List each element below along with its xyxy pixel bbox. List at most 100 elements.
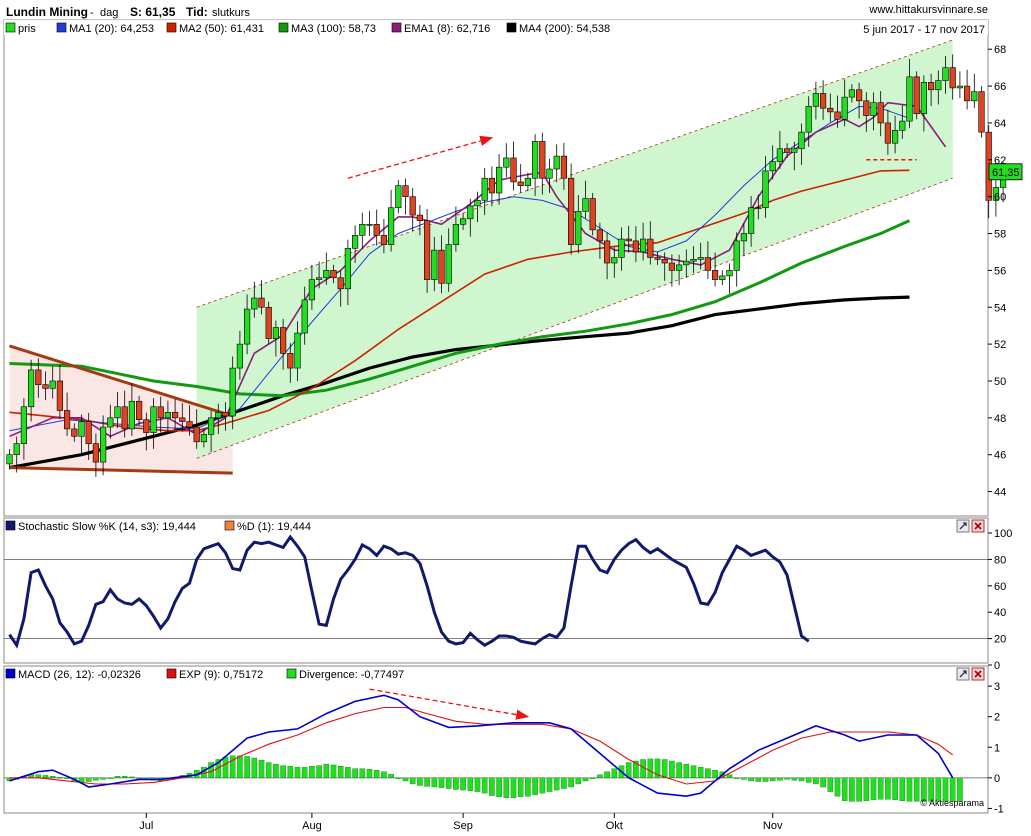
candle (344, 239, 352, 306)
candle (963, 69, 971, 110)
candle-body (121, 406, 128, 430)
candle (546, 158, 553, 193)
candle-body (769, 161, 776, 172)
candle-body (258, 297, 265, 308)
candle (279, 318, 287, 370)
candle-body (582, 198, 589, 212)
candle (301, 286, 308, 345)
candle (920, 75, 927, 132)
candle-body (92, 443, 99, 463)
candle-body (42, 384, 49, 389)
channel-upper-line (196, 39, 953, 308)
divergence-bar (510, 777, 517, 798)
candle (20, 398, 28, 460)
y-tick-label: 60 (994, 192, 1006, 204)
candle-body (654, 257, 661, 260)
divergence-bar (705, 768, 711, 779)
candle (294, 321, 301, 382)
candle-body (798, 131, 805, 150)
legend-label: EXP (9): 0,75172 (179, 669, 263, 681)
divergence-bar (517, 777, 524, 797)
candle-body (891, 130, 899, 144)
candle (870, 92, 877, 131)
candle-body (546, 168, 553, 179)
divergence-bar (899, 777, 906, 801)
candle-body (56, 380, 63, 411)
macd-panel: MACD (26, 12): -0,02326 EXP (9): 0,75172 D… (3, 665, 1004, 815)
candle-body (193, 426, 200, 443)
time-label: Tid: (186, 5, 208, 19)
candle-body (366, 224, 373, 226)
candle (13, 436, 20, 473)
x-tick-label: Okt (606, 820, 623, 832)
y-tick-label: 50 (994, 376, 1006, 388)
divergence-bar (244, 756, 250, 779)
stochastic-close-button[interactable] (971, 519, 985, 533)
candle-body (481, 177, 488, 201)
candle-body (229, 367, 236, 417)
candlestick-series (6, 54, 1007, 477)
candle-body (301, 299, 308, 334)
divergence-bar (849, 777, 855, 802)
divergence-bar (870, 777, 877, 801)
candle-body (783, 148, 791, 153)
divergence-bar (445, 777, 452, 789)
candle-body (179, 417, 186, 422)
candle-body (35, 369, 42, 385)
legend-label: Divergence: -0,77497 (299, 669, 404, 681)
y-tick-label: 48 (994, 413, 1006, 425)
divergence-bar (604, 771, 610, 779)
candle (668, 254, 675, 287)
candle (474, 191, 481, 223)
divergence-bar (49, 776, 56, 779)
divergence-bar (352, 768, 358, 779)
candle-body (855, 89, 863, 102)
divergence-bar (769, 777, 776, 782)
candle-body (992, 187, 999, 201)
candle (567, 163, 575, 255)
legend-label: MA4 (200): 54,538 (519, 23, 610, 35)
divergence-bar (913, 777, 920, 802)
stochastic-y-axis: 0 20 40 60 80 100 (988, 528, 1012, 672)
candle-body (510, 157, 517, 183)
candle-body (524, 177, 531, 186)
divergence-bar (841, 777, 848, 801)
divergence-bar (409, 777, 416, 785)
divergence-bar (568, 777, 574, 788)
candle-body (668, 262, 675, 271)
divergence-bar (431, 777, 438, 788)
candle-body (107, 417, 114, 428)
chart-header: Lundin Mining - dag S: 61,35 Tid: slutku… (6, 4, 988, 19)
candle-body (625, 238, 632, 242)
candle (330, 264, 337, 284)
macd-settings-button[interactable] (956, 667, 970, 681)
candle (92, 433, 99, 477)
divergence-bar (726, 774, 733, 779)
stochastic-settings-button[interactable] (956, 519, 970, 533)
macd-trend-arrow (369, 688, 530, 720)
divergence-bar (489, 777, 495, 796)
candle-body (294, 332, 301, 369)
macd-close-button[interactable] (971, 667, 985, 681)
candle (409, 188, 416, 232)
divergence-bar (661, 759, 668, 779)
time-value: slutkurs (212, 7, 250, 19)
candle (942, 55, 949, 94)
divergence-bar (85, 777, 92, 782)
candle (798, 123, 805, 166)
wrench-icon (959, 522, 967, 530)
candle-body (351, 235, 359, 249)
divergence-bar (265, 762, 272, 779)
x-tick-label: Aug (302, 820, 322, 832)
candle-body (690, 259, 697, 262)
candle-body (747, 207, 755, 234)
divergence-bar (741, 777, 747, 780)
y-tick-label: 80 (994, 554, 1006, 566)
candle-body (395, 185, 402, 209)
last-price-tag: 61,35 (988, 163, 1023, 181)
divergence-bar (856, 777, 862, 802)
macd-legend: MACD (26, 12): -0,02326 EXP (9): 0,75172 D… (5, 668, 404, 681)
candle (755, 194, 762, 220)
y-tick-label: 20 (994, 634, 1006, 646)
